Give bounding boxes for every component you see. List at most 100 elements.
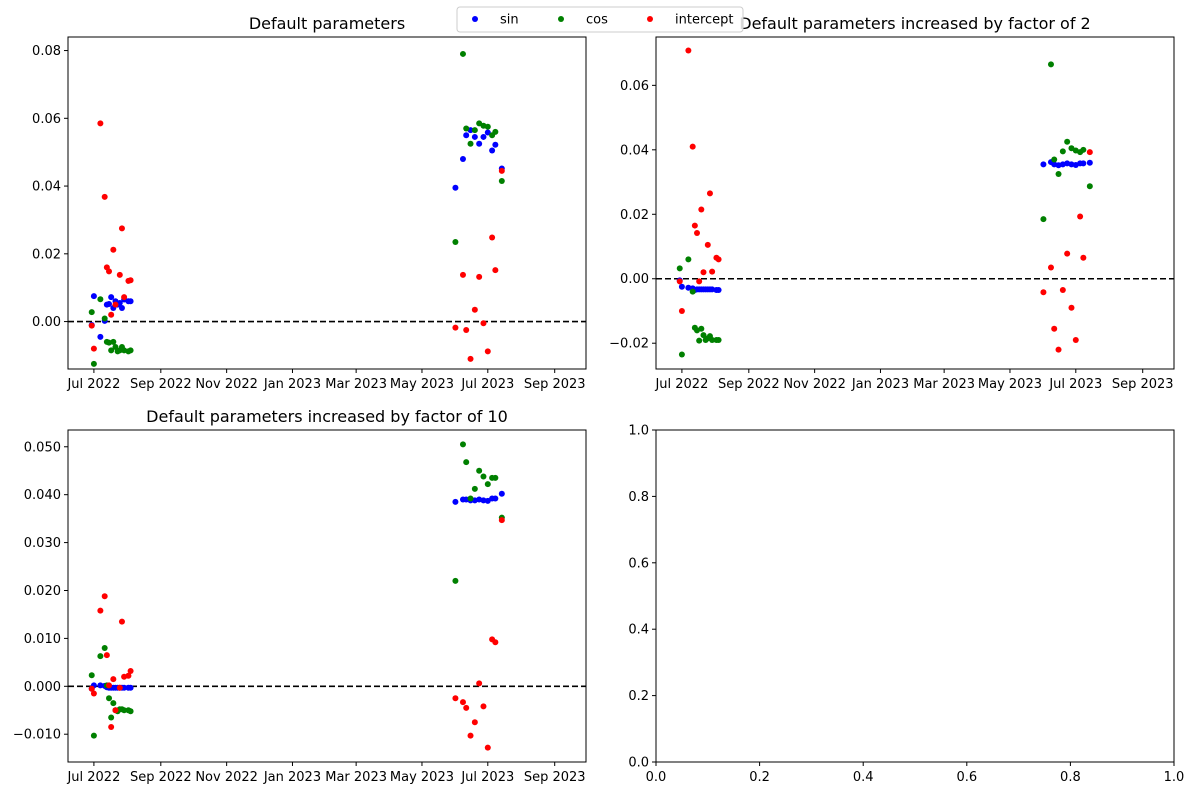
- x-tick-label: Sep 2022: [130, 377, 192, 392]
- data-point-cos: [1051, 156, 1058, 163]
- x-tick-label: Nov 2022: [195, 377, 258, 392]
- data-point-intercept: [476, 680, 483, 687]
- series-intercept: [88, 120, 505, 362]
- data-point-intercept: [106, 268, 113, 275]
- data-point-intercept: [476, 273, 483, 280]
- data-point-intercept: [480, 703, 487, 710]
- data-point-sin: [489, 147, 496, 154]
- legend-entry-intercept: intercept: [647, 13, 734, 28]
- x-tick-label: Mar 2023: [325, 377, 387, 392]
- y-tick-label: 0.06: [32, 112, 61, 127]
- data-point-intercept: [108, 311, 115, 318]
- x-tick-label: 0.0: [646, 770, 667, 785]
- y-tick-label: −0.010: [13, 728, 61, 743]
- data-point-cos: [715, 336, 722, 343]
- data-point-cos: [698, 325, 705, 332]
- data-point-cos: [492, 474, 499, 481]
- data-point-cos: [452, 238, 459, 245]
- plot-area: [68, 37, 586, 369]
- x-tick-label: May 2023: [978, 377, 1042, 392]
- x-tick-label: Mar 2023: [913, 377, 975, 392]
- data-point-intercept: [1080, 254, 1087, 261]
- data-point-cos: [463, 125, 470, 132]
- axes-frame: [67, 429, 587, 763]
- data-point-intercept: [452, 324, 459, 331]
- data-point-cos: [88, 672, 95, 679]
- data-point-intercept: [1077, 213, 1084, 220]
- data-point-sin: [121, 684, 128, 691]
- data-point-intercept: [696, 278, 703, 285]
- y-tick-label: 0.4: [628, 623, 649, 638]
- chart-2: Jul 2022 Sep 2022 Nov 2022 Jan 2023 Mar 2023…: [609, 14, 1175, 392]
- data-point-intercept: [706, 190, 713, 197]
- data-point-intercept: [463, 327, 470, 334]
- data-point-sin: [1040, 161, 1047, 168]
- data-point-intercept: [685, 47, 692, 54]
- data-point-intercept: [700, 269, 707, 276]
- series-intercept: [676, 47, 1093, 353]
- data-point-cos: [1064, 138, 1071, 145]
- y-tick-label: 0.00: [32, 315, 61, 330]
- legend-label: cos: [586, 13, 608, 28]
- data-point-intercept: [471, 306, 478, 313]
- data-point-intercept: [110, 246, 117, 253]
- data-point-cos: [467, 140, 474, 147]
- data-point-intercept: [678, 307, 685, 314]
- legend-marker: [647, 16, 653, 22]
- data-point-intercept: [116, 684, 123, 691]
- data-point-cos: [101, 315, 108, 322]
- data-point-intercept: [106, 682, 113, 689]
- legend-entry-cos: cos: [558, 13, 608, 28]
- data-point-sin: [476, 140, 483, 147]
- data-point-cos: [1040, 216, 1047, 223]
- data-point-intercept: [103, 652, 110, 659]
- data-point-cos: [97, 296, 104, 303]
- x-tick-label: Nov 2022: [195, 770, 258, 785]
- data-point-intercept: [489, 234, 496, 241]
- data-point-cos: [127, 708, 134, 715]
- data-point-cos: [471, 127, 478, 134]
- data-point-sin: [492, 141, 499, 148]
- y-tick-label: 0.08: [32, 44, 61, 59]
- data-point-intercept: [1059, 287, 1066, 294]
- data-point-sin: [459, 155, 466, 162]
- chart-4: 0.0 0.2 0.4 0.6 0.8 1.0 0.0 0.2 0.4 0.6 0.8 1.0: [628, 424, 1184, 786]
- data-point-intercept: [108, 724, 115, 731]
- y-tick-label: 0.000: [24, 680, 61, 695]
- plot-area: [656, 430, 1174, 762]
- data-point-intercept: [112, 707, 119, 714]
- data-point-intercept: [1064, 250, 1071, 257]
- chart-title: Default parameters increased by factor o…: [146, 407, 508, 426]
- axes-frame: [655, 429, 1175, 763]
- y-tick-label: 0.6: [628, 556, 649, 571]
- data-point-intercept: [691, 222, 698, 229]
- data-point-intercept: [125, 672, 132, 679]
- data-point-sin: [127, 298, 134, 305]
- data-point-intercept: [459, 271, 466, 278]
- data-point-cos: [110, 700, 117, 707]
- data-point-intercept: [101, 193, 108, 200]
- y-tick-label: 0.010: [24, 632, 61, 647]
- x-tick-label: Sep 2022: [130, 770, 192, 785]
- data-point-intercept: [127, 667, 134, 674]
- x-tick-label: Jul 2022: [654, 377, 708, 392]
- plot-area: [68, 430, 586, 762]
- legend-entry-sin: sin: [472, 13, 519, 28]
- data-point-intercept: [121, 294, 128, 301]
- data-point-sin: [678, 283, 685, 290]
- y-tick-label: 0.020: [24, 584, 61, 599]
- x-tick-label: Jan 2023: [263, 377, 321, 392]
- data-point-intercept: [1086, 149, 1093, 156]
- data-point-cos: [484, 123, 491, 130]
- y-tick-label: 0.050: [24, 440, 61, 455]
- data-point-intercept: [463, 704, 470, 711]
- data-point-intercept: [97, 120, 104, 127]
- x-tick-label: Sep 2023: [1112, 377, 1174, 392]
- data-point-cos: [492, 128, 499, 135]
- x-tick-label: May 2023: [390, 377, 454, 392]
- data-point-intercept: [492, 639, 499, 646]
- data-point-intercept: [110, 676, 117, 683]
- data-point-intercept: [452, 695, 459, 702]
- data-point-cos: [90, 360, 97, 367]
